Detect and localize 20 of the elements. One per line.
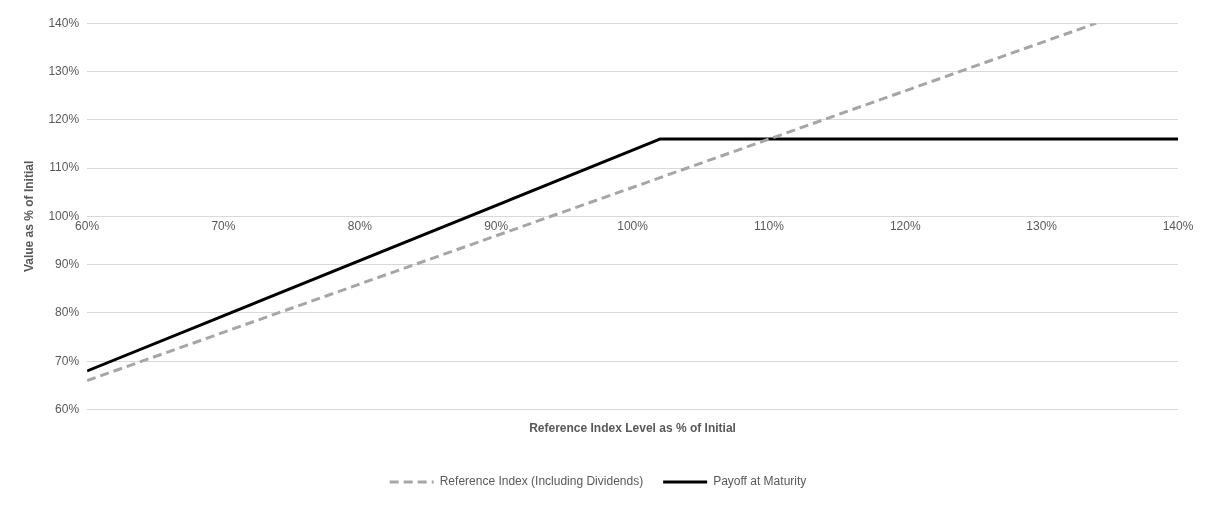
y-tick-label: 110% (49, 160, 80, 175)
y-tick-label: 130% (48, 63, 80, 78)
x-axis-title: Reference Index Level as % of Initial (529, 421, 736, 436)
legend-label: Reference Index (Including Dividends) (439, 474, 644, 489)
x-tick-label: 120% (889, 218, 921, 233)
legend-label: Payoff at Maturity (713, 474, 807, 489)
x-tick-label: 100% (617, 218, 649, 233)
y-tick-label: 140% (48, 15, 80, 30)
y-tick-label: 80% (55, 305, 80, 320)
y-tick-label: 60% (55, 401, 80, 416)
y-axis-title: Value as % of Initial (21, 160, 36, 273)
x-tick-label: 140% (1162, 218, 1194, 233)
x-tick-label: 110% (754, 218, 785, 233)
x-tick-label: 90% (484, 218, 509, 233)
x-tick-label: 70% (211, 218, 236, 233)
x-tick-label: 80% (347, 218, 373, 233)
x-tick-label: 130% (1026, 218, 1058, 233)
y-tick-label: 90% (55, 257, 80, 272)
y-tick-label: 70% (55, 353, 80, 368)
y-tick-label: 120% (48, 112, 80, 127)
